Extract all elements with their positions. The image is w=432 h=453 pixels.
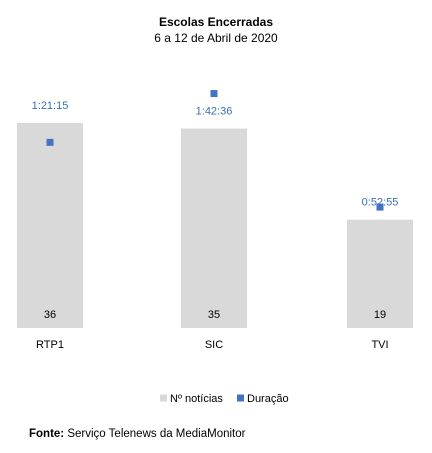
source-label: Fonte: — [29, 428, 65, 440]
legend-swatch-noticias — [160, 394, 167, 402]
bar-value-label: 36 — [44, 309, 56, 321]
bar-rtp1 — [17, 122, 83, 329]
category-label: TVI — [371, 339, 388, 351]
legend-swatch-duracao — [237, 394, 244, 402]
duration-label: 0:52:55 — [362, 197, 399, 209]
duration-label: 1:21:15 — [32, 100, 69, 112]
source-text: Serviço Telenews da MediaMonitor — [67, 428, 246, 440]
legend-label-duracao: Duração — [247, 393, 289, 405]
chart-title: Escolas Encerradas — [159, 15, 273, 29]
bar-tvi — [347, 219, 413, 328]
duration-label: 1:42:36 — [196, 106, 233, 118]
bar-value-label: 19 — [374, 309, 386, 321]
legend: Nº notícias Duração — [160, 393, 289, 405]
category-label: SIC — [205, 339, 223, 351]
duration-point-tvi — [376, 203, 384, 211]
source-note: Fonte: Serviço Telenews da MediaMonitor — [29, 428, 245, 440]
bar-value-label: 35 — [208, 309, 220, 321]
plot-area: 36 RTP1 1:21:15 35 SIC 1:42:36 19 TVI 0:52:55 — [17, 90, 413, 351]
legend-label-noticias: Nº notícias — [170, 393, 223, 405]
chart-subtitle: 6 a 12 de Abril de 2020 — [154, 31, 278, 45]
duration-point-rtp1 — [46, 138, 54, 146]
category-label: RTP1 — [36, 339, 64, 351]
duration-point-sic — [210, 90, 218, 98]
bar-sic — [181, 128, 247, 328]
